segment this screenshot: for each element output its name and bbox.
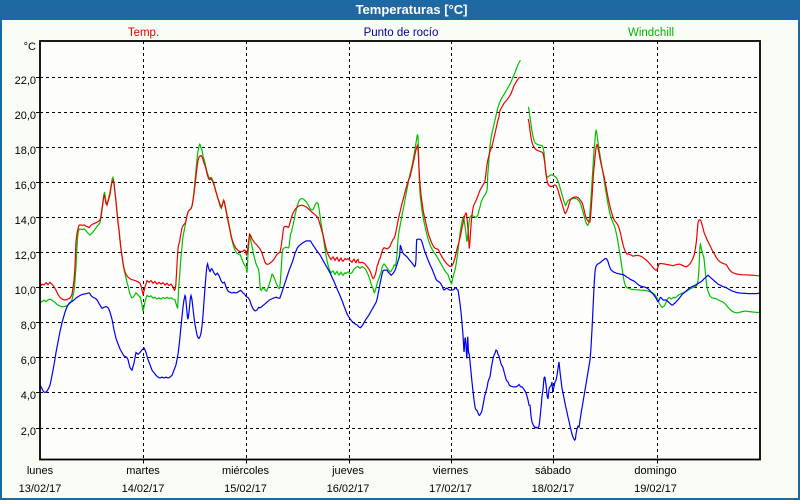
svg-text:14/02/17: 14/02/17 bbox=[122, 483, 165, 495]
svg-text:Punto de rocío: Punto de rocío bbox=[364, 27, 439, 39]
svg-text:16/02/17: 16/02/17 bbox=[327, 483, 370, 495]
svg-text:10,0: 10,0 bbox=[15, 285, 36, 297]
svg-text:jueves: jueves bbox=[331, 465, 364, 477]
svg-text:°C: °C bbox=[24, 41, 36, 53]
svg-text:22,0: 22,0 bbox=[15, 75, 36, 87]
svg-text:14,0: 14,0 bbox=[15, 215, 36, 227]
svg-text:15/02/17: 15/02/17 bbox=[224, 483, 267, 495]
svg-text:8,0: 8,0 bbox=[21, 320, 36, 332]
svg-text:4,0: 4,0 bbox=[21, 390, 36, 402]
svg-text:6,0: 6,0 bbox=[21, 355, 36, 367]
svg-text:viernes: viernes bbox=[433, 465, 469, 477]
svg-text:18/02/17: 18/02/17 bbox=[532, 483, 575, 495]
svg-text:Temp.: Temp. bbox=[128, 27, 159, 39]
svg-text:Windchill: Windchill bbox=[628, 27, 674, 39]
svg-text:Temperaturas [°C]: Temperaturas [°C] bbox=[356, 2, 468, 17]
svg-text:martes: martes bbox=[126, 465, 160, 477]
svg-text:miércoles: miércoles bbox=[222, 465, 270, 477]
svg-text:12,0: 12,0 bbox=[15, 250, 36, 262]
svg-text:13/02/17: 13/02/17 bbox=[19, 483, 62, 495]
svg-text:18,0: 18,0 bbox=[15, 145, 36, 157]
svg-text:sábado: sábado bbox=[535, 465, 571, 477]
svg-text:19/02/17: 19/02/17 bbox=[634, 483, 677, 495]
svg-text:lunes: lunes bbox=[27, 465, 54, 477]
svg-text:20,0: 20,0 bbox=[15, 110, 36, 122]
svg-text:domingo: domingo bbox=[634, 465, 676, 477]
svg-text:16,0: 16,0 bbox=[15, 180, 36, 192]
svg-text:17/02/17: 17/02/17 bbox=[429, 483, 472, 495]
svg-text:2,0: 2,0 bbox=[21, 426, 36, 438]
